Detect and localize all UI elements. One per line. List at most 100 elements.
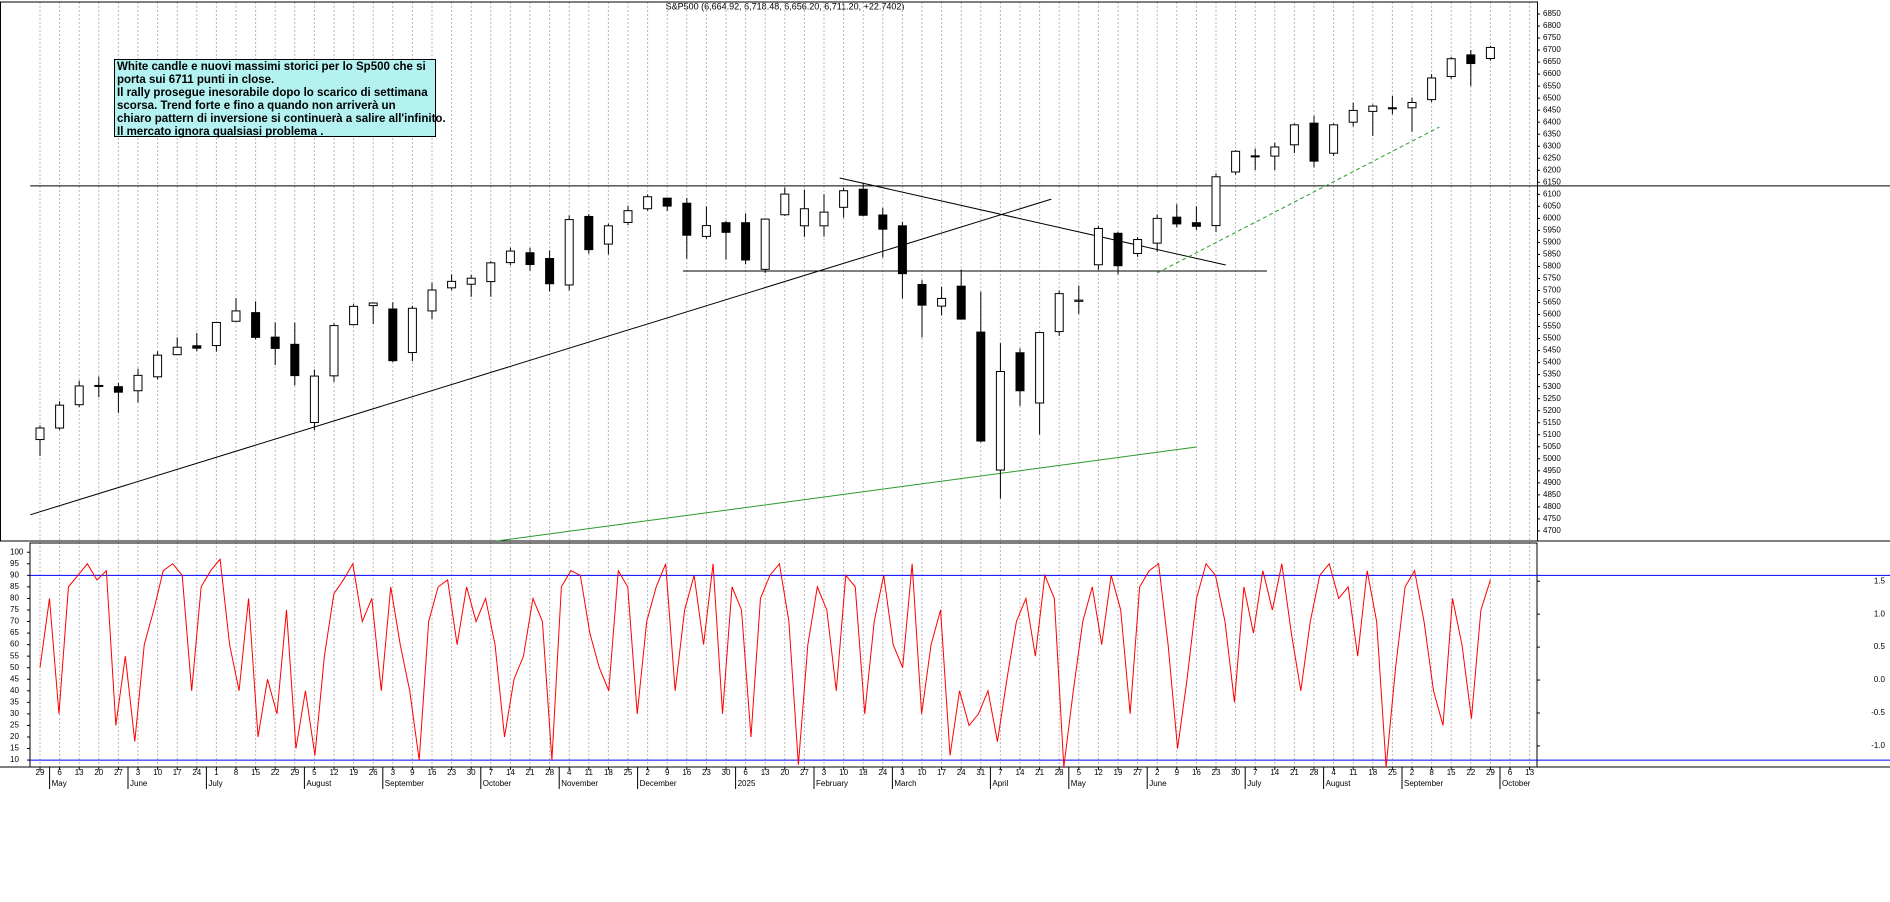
candle-body: [486, 262, 496, 283]
candle-body: [133, 374, 143, 392]
y-tick-label: 5950: [1543, 225, 1561, 234]
x-tick-label: 5: [312, 768, 317, 777]
y-tick-label: 80: [10, 594, 19, 603]
annotation-line: porta sui 6711 punti in close.: [117, 74, 275, 86]
y-tick-label: 6150: [1543, 177, 1561, 186]
y-tick-label: 6000: [1543, 213, 1561, 222]
x-tick-label: 2: [1410, 768, 1415, 777]
oscillator-line: [39, 557, 1491, 768]
y-tick-label: 5850: [1543, 250, 1561, 259]
y-tick-label: 10: [10, 755, 19, 764]
y-tick-label: 4950: [1543, 466, 1561, 475]
x-tick-label: 25: [624, 768, 633, 777]
candle-body: [1309, 122, 1319, 162]
trendline: [1156, 126, 1440, 274]
month-label: October: [483, 779, 512, 788]
candle-body: [1485, 46, 1495, 59]
x-tick-label: 26: [369, 768, 378, 777]
month-label: November: [561, 779, 598, 788]
candle-body: [1074, 299, 1084, 302]
candle-body: [897, 225, 907, 275]
x-tick-label: 9: [1175, 768, 1180, 777]
month-label: May: [1071, 779, 1086, 788]
candle-body: [1466, 54, 1476, 65]
x-tick-label: 24: [192, 768, 201, 777]
candle-body: [956, 285, 966, 320]
candle-body: [329, 325, 339, 377]
candle-body: [1368, 105, 1378, 112]
x-tick-label: 6: [57, 768, 62, 777]
x-tick-label: 21: [526, 768, 535, 777]
y-tick-label: 6800: [1543, 21, 1561, 30]
y2-tick-label: -1.0: [1871, 741, 1885, 750]
x-tick-label: 22: [1466, 768, 1475, 777]
y2-tick-label: 1.0: [1874, 609, 1886, 618]
y-tick-label: 4900: [1543, 478, 1561, 487]
y-tick-label: 5050: [1543, 442, 1561, 451]
x-tick-label: 20: [780, 768, 789, 777]
candle-body: [819, 211, 829, 227]
y-tick-label: 5350: [1543, 370, 1561, 379]
trendline: [30, 198, 1052, 516]
x-tick-label: 27: [114, 768, 123, 777]
x-tick-label: 27: [800, 768, 809, 777]
x-tick-label: 3: [900, 768, 905, 777]
candle-body: [917, 283, 927, 306]
x-tick-label: 2: [645, 768, 650, 777]
month-label: December: [640, 779, 677, 788]
y-tick-label: 100: [10, 547, 24, 556]
x-tick-label: 23: [702, 768, 711, 777]
candle-body: [603, 225, 613, 245]
x-tick-label: 10: [153, 768, 162, 777]
candle-body: [858, 188, 868, 216]
x-tick-label: 25: [1388, 768, 1397, 777]
candle-body: [878, 214, 888, 230]
candle-body: [839, 190, 849, 208]
month-label: June: [130, 779, 148, 788]
candle-body: [505, 250, 515, 264]
x-tick-label: 3: [391, 768, 396, 777]
x-tick-label: 28: [1055, 768, 1064, 777]
candle-body: [231, 310, 241, 322]
x-tick-label: 18: [604, 768, 613, 777]
y-tick-label: 5000: [1543, 454, 1561, 463]
x-tick-label: 17: [937, 768, 946, 777]
y-tick-label: 4850: [1543, 490, 1561, 499]
y-tick-label: 6500: [1543, 93, 1561, 102]
y-tick-label: 5200: [1543, 406, 1561, 415]
candle-body: [1427, 77, 1437, 101]
candle-body: [1093, 227, 1103, 266]
x-tick-label: 30: [1231, 768, 1240, 777]
x-tick-label: 29: [1486, 768, 1495, 777]
candle-body: [1113, 232, 1123, 267]
y-tick-label: 4800: [1543, 502, 1561, 511]
candle-body: [1270, 146, 1280, 157]
month-label: August: [306, 779, 332, 788]
annotation-line: Il mercato ignora qualsiasi problema .: [117, 126, 324, 138]
x-tick-label: 12: [1094, 768, 1103, 777]
y-tick-label: 6200: [1543, 165, 1561, 174]
candle-body: [937, 297, 947, 307]
annotation-line: scorsa. Trend forte e fino a quando non …: [117, 100, 396, 112]
candle-body: [564, 219, 574, 286]
x-tick-label: 24: [957, 768, 966, 777]
candle-body: [545, 258, 555, 285]
y-tick-label: 5400: [1543, 358, 1561, 367]
candle-body: [74, 385, 84, 406]
candle-body: [525, 252, 535, 266]
candle-body: [662, 197, 672, 207]
candle-body: [113, 386, 123, 393]
x-tick-label: 17: [173, 768, 182, 777]
y-tick-label: 55: [10, 651, 19, 660]
y-tick-label: 6650: [1543, 57, 1561, 66]
y-tick-label: 5450: [1543, 346, 1561, 355]
y-tick-label: 75: [10, 605, 19, 614]
candle-body: [584, 215, 594, 251]
x-tick-label: 14: [506, 768, 515, 777]
month-label: 2025: [738, 779, 756, 788]
y-tick-label: 6550: [1543, 81, 1561, 90]
candle-body: [643, 196, 653, 210]
candle-body: [35, 427, 45, 441]
